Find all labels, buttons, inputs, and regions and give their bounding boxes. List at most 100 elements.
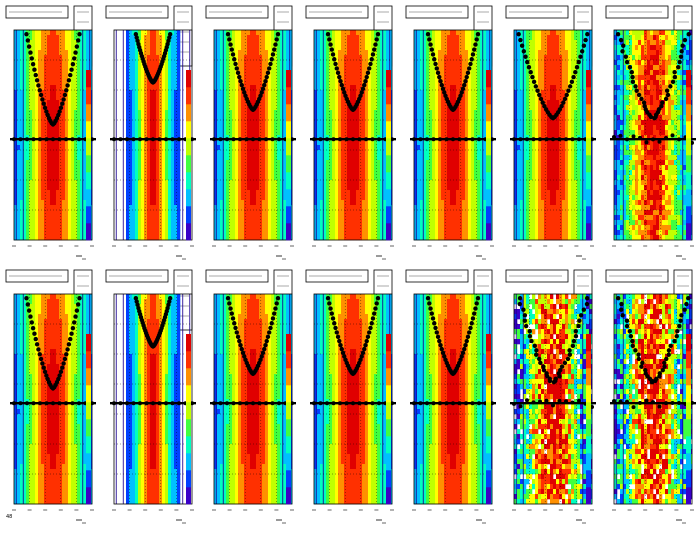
heatmap-cell <box>126 90 130 96</box>
heatmap-cell <box>229 210 233 216</box>
band-marker <box>12 137 16 142</box>
heatmap-cell <box>65 145 69 151</box>
heatmap-cell <box>365 85 369 91</box>
heatmap-cell <box>450 65 454 71</box>
heatmap-cell <box>317 45 321 51</box>
heatmap-cell <box>323 65 327 71</box>
heatmap-cell <box>41 40 45 46</box>
heatmap-cell <box>156 185 160 191</box>
heatmap-cell <box>162 190 166 196</box>
heatmap-cell <box>126 125 130 131</box>
heatmap-cell <box>20 45 24 51</box>
heatmap-cell <box>80 105 84 111</box>
heatmap-cell <box>129 45 133 51</box>
colorbar-segment <box>286 104 291 122</box>
heatmap-cell <box>329 190 333 196</box>
heatmap-cell <box>165 190 169 196</box>
band-marker <box>377 137 381 142</box>
heatmap-cell <box>32 95 36 101</box>
heatmap-cell <box>38 120 42 126</box>
heatmap-cell <box>59 225 63 231</box>
heatmap-cell <box>17 225 21 231</box>
heatmap-cell <box>438 110 442 116</box>
heatmap-cell <box>53 165 57 171</box>
heatmap-cell <box>350 145 354 151</box>
heatmap-cell <box>220 220 224 226</box>
heatmap-cell <box>65 190 69 196</box>
heatmap-cell <box>377 40 381 46</box>
heatmap-cell <box>277 130 281 136</box>
heatmap-cell <box>350 205 354 211</box>
heatmap-cell <box>171 180 175 186</box>
heatmap-cell <box>265 35 269 41</box>
heatmap-cell <box>77 40 81 46</box>
heatmap-cell <box>20 145 24 151</box>
heatmap-cell <box>232 140 236 146</box>
heatmap-cell <box>377 85 381 91</box>
heatmap-cell <box>135 120 139 126</box>
heatmap-cell <box>332 235 336 241</box>
heatmap-cell <box>47 215 51 221</box>
heatmap-cell <box>383 80 387 86</box>
heatmap-cell <box>450 80 454 86</box>
heatmap-cell <box>159 35 163 41</box>
colorbar-segment <box>86 189 91 207</box>
heatmap-cell <box>214 30 218 36</box>
heatmap-cell <box>314 175 318 181</box>
heatmap-cell <box>238 140 242 146</box>
heatmap-cell <box>132 60 136 66</box>
heatmap-cell <box>232 45 236 51</box>
heatmap-cell <box>53 40 57 46</box>
heatmap-cell <box>314 120 318 126</box>
heatmap-cell <box>17 145 21 151</box>
heatmap-cell <box>323 100 327 106</box>
heatmap-cell <box>359 125 363 131</box>
heatmap-cell <box>380 230 384 236</box>
heatmap-cell <box>353 185 357 191</box>
heatmap-cell <box>374 95 378 101</box>
heatmap-cell <box>359 210 363 216</box>
heatmap-cell <box>53 130 57 136</box>
heatmap-cell <box>238 100 242 106</box>
heatmap-cell <box>338 60 342 66</box>
heatmap-cell <box>268 230 272 236</box>
heatmap-cell <box>53 95 57 101</box>
heatmap-cell <box>44 75 48 81</box>
heatmap-cell <box>132 210 136 216</box>
heatmap-cell <box>326 145 330 151</box>
heatmap-cell <box>29 130 33 136</box>
heatmap-cell <box>435 205 439 211</box>
heatmap-cell <box>59 65 63 71</box>
heatmap-cell <box>141 135 145 141</box>
heatmap-cell <box>277 95 281 101</box>
heatmap-cell <box>371 45 375 51</box>
heatmap-cell <box>50 150 54 156</box>
heatmap-cell <box>335 35 339 41</box>
heatmap-cell <box>138 220 142 226</box>
heatmap-cell <box>56 75 60 81</box>
heatmap-cell <box>80 225 84 231</box>
heatmap-cell <box>14 160 18 166</box>
heatmap-cell <box>159 165 163 171</box>
heatmap-cell <box>38 70 42 76</box>
heatmap-cell <box>217 90 221 96</box>
heatmap-cell <box>26 115 30 121</box>
heatmap-cell <box>356 225 360 231</box>
heatmap-cell <box>344 180 348 186</box>
heatmap-cell <box>380 160 384 166</box>
heatmap-cell <box>53 195 57 201</box>
heatmap-cell <box>265 150 269 156</box>
heatmap-cell <box>274 190 278 196</box>
heatmap-cell <box>38 185 42 191</box>
heatmap-cell <box>256 105 260 111</box>
heatmap-cell <box>253 55 257 61</box>
heatmap-cell <box>62 205 66 211</box>
heatmap-cell <box>20 195 24 201</box>
heatmap-cell <box>44 140 48 146</box>
heatmap-cell <box>80 55 84 61</box>
heatmap-cell <box>135 50 139 56</box>
heatmap-cell <box>174 45 178 51</box>
heatmap-cell <box>144 110 148 116</box>
heatmap-cell <box>377 230 381 236</box>
heatmap-cell <box>165 80 169 86</box>
